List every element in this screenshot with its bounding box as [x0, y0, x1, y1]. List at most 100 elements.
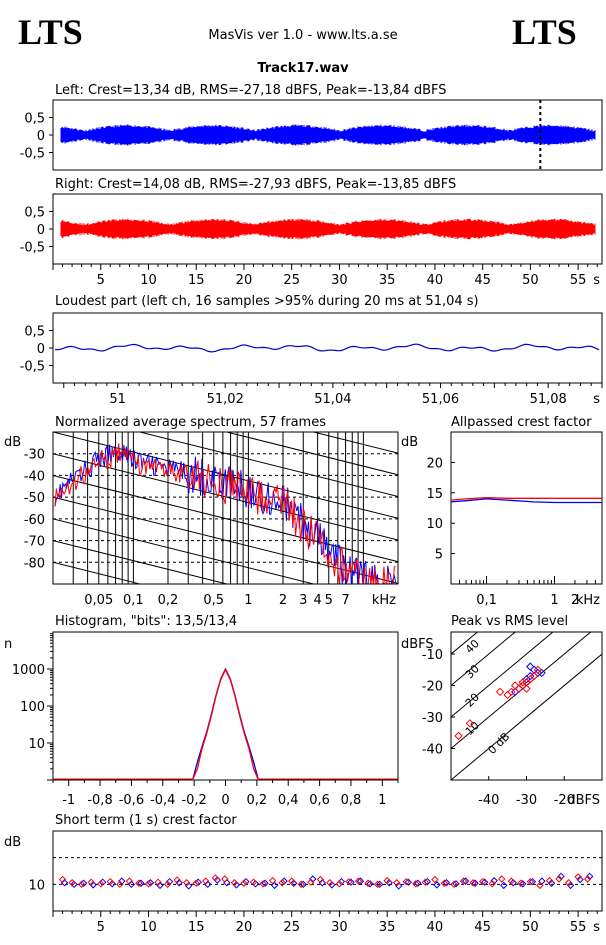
crest-point-1 [221, 875, 229, 883]
loudest-part-panel: 0,5 0 -0,5 51 51,02 51,04 51,06 51,08 s [20, 312, 603, 407]
crest-point-0 [213, 876, 222, 884]
x-tick-label: 0 [221, 793, 229, 808]
histogram-panel: 1000 100 10 -1 -0,8 -0,6 -0,4 -0,2 0 0,2 0,4 0,6 0,8… [12, 631, 399, 808]
point-1 [514, 684, 524, 693]
crest-point-0 [356, 877, 365, 885]
crest-point-0 [70, 880, 78, 889]
point-1 [495, 687, 505, 697]
histogram-frame [52, 631, 399, 781]
x-tick-label: 1 [378, 793, 386, 808]
crest-point-1 [431, 875, 439, 884]
x-tick-label: 0,6 [309, 793, 330, 808]
crest-point-1 [182, 879, 191, 887]
crest-point-1 [383, 876, 391, 885]
crest-point-0 [366, 880, 374, 888]
point-1 [533, 665, 543, 674]
crest-point-1 [326, 879, 334, 887]
x-tick-label: -0,2 [181, 793, 206, 808]
crest-point-0 [118, 877, 126, 885]
crest-point-1 [345, 877, 353, 886]
crest-point-1 [58, 875, 67, 884]
point-1 [518, 678, 527, 687]
crest-point-1 [307, 878, 315, 886]
x-tick-label: 51,04 [314, 392, 351, 407]
crest-point-1 [469, 879, 477, 887]
crest-point-1 [68, 879, 76, 887]
point-1 [465, 719, 475, 728]
crest-point-0 [337, 877, 346, 886]
crest-point-1 [297, 880, 305, 889]
point-1 [503, 690, 512, 700]
crest-point-0 [79, 879, 88, 887]
waveform-trace [60, 218, 596, 240]
loudest_part-frame [52, 312, 603, 384]
crest-point-1 [488, 880, 496, 888]
avg_spectrum-frame [52, 431, 399, 585]
x-tick-label: 40 [427, 920, 444, 935]
peak-rms-ylabel: dBFS [401, 637, 434, 652]
x-tick-label: 30 [331, 273, 348, 288]
crest-point-1 [402, 877, 410, 886]
y-tick-label: 20 [426, 456, 443, 471]
point-0 [514, 684, 524, 693]
crest-point-1 [450, 880, 458, 889]
x-tick-label: 7 [341, 593, 349, 608]
crest-point-1 [287, 877, 296, 885]
crest-point-0 [423, 877, 432, 886]
x-tick-label: 35 [379, 273, 396, 288]
y-tick-label: -40 [24, 469, 45, 484]
x-tick-label: 35 [379, 920, 396, 935]
crest-point-0 [566, 881, 575, 890]
x-tick-label: 25 [283, 273, 300, 288]
crest-point-1 [125, 877, 134, 885]
crest-point-1 [545, 876, 554, 885]
point-1 [454, 731, 463, 741]
crest-point-1 [97, 880, 105, 888]
crest-point-0 [184, 882, 193, 890]
x-tick-label: 20 [236, 920, 253, 935]
x-tick-label: 25 [283, 920, 300, 935]
crest-point-0 [404, 878, 412, 886]
x-tick-label: 5 [97, 920, 105, 935]
crest-point-1 [335, 880, 344, 888]
diagonal-label: 40 [463, 637, 482, 656]
crest-point-0 [251, 880, 260, 888]
x-unit-label: s [593, 273, 600, 288]
crest-point-1 [526, 877, 535, 886]
crest-point-1 [240, 879, 248, 887]
app-title: MasVis ver 1.0 - www.lts.a.se [208, 28, 397, 43]
histogram-series-0 [191, 667, 260, 781]
crest-point-0 [442, 879, 451, 887]
loudest-trace [54, 343, 600, 353]
spectrum-series-0 [54, 444, 397, 584]
spectrum-panel: -30 -40 -50 -60 -70 -80 0,05 0,1 0,2 0,5 1 2 3 4 5 7 kHz [24, 431, 399, 608]
logo-left: LTS [18, 12, 83, 52]
x-tick-label: -0,8 [87, 793, 112, 808]
x-tick-label: 1 [244, 593, 252, 608]
x-tick-label: 30 [331, 920, 348, 935]
crest-point-0 [461, 877, 470, 885]
y-tick-label: -0,5 [20, 147, 45, 162]
crest-point-0 [519, 880, 527, 888]
crest-point-1 [211, 874, 220, 882]
crest-point-0 [309, 875, 317, 883]
crest-point-1 [316, 875, 325, 884]
y-tick-label: -40 [422, 743, 443, 758]
crest-point-1 [574, 873, 582, 881]
crest-point-0 [385, 879, 393, 887]
x-tick-label: 1 [550, 593, 558, 608]
logo-right: LTS [512, 12, 577, 52]
histogram-series-1 [192, 668, 259, 781]
x-unit-label: kHz [372, 593, 396, 608]
crest-point-0 [414, 879, 422, 887]
slope-line [311, 432, 398, 454]
crest-point-0 [328, 881, 336, 889]
crest-point-1 [364, 879, 372, 887]
x-tick-label: 0,2 [247, 793, 268, 808]
y-tick-label: 0 [37, 129, 45, 144]
y-tick-label: 100 [20, 700, 45, 715]
crest-point-1 [412, 880, 420, 888]
crest-point-1 [393, 879, 401, 887]
